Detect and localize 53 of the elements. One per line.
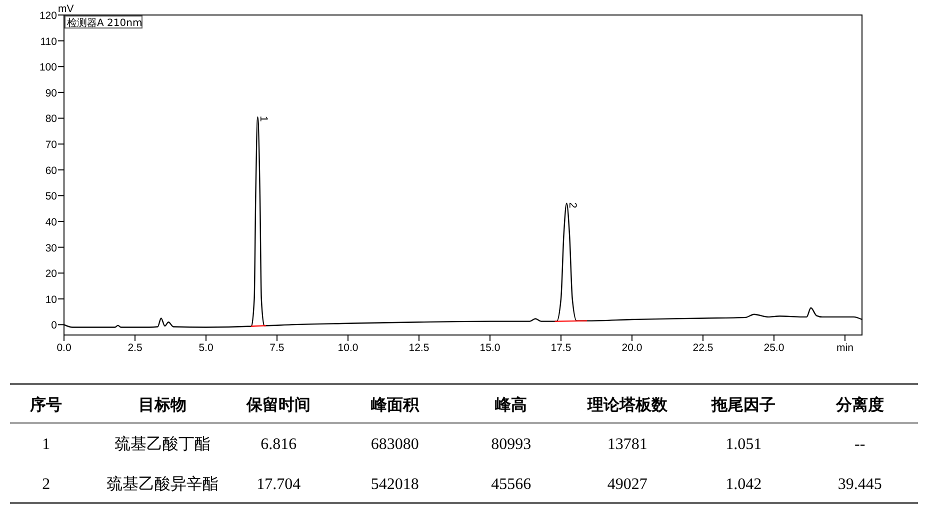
y-tick-label: 10 [45, 294, 58, 306]
text: 巯基乙酸异辛酯 [106, 476, 218, 493]
text: 49027 [607, 476, 648, 493]
text: 1 [42, 436, 50, 453]
x-tick-label: 25.0 [764, 342, 784, 354]
text: 1.051 [726, 436, 762, 453]
category-label: 序号 [29, 395, 62, 414]
category-label: 拖尾因子 [710, 395, 776, 414]
text: 80993 [491, 436, 532, 453]
text: 683080 [370, 436, 419, 453]
x-tick-label: 0.0 [56, 342, 72, 354]
category-label: 峰高 [495, 395, 528, 414]
y-tick-label: 80 [45, 113, 58, 126]
text: 542018 [370, 476, 419, 493]
y-tick-label: 70 [45, 139, 58, 152]
text: 2 [42, 476, 50, 493]
annotation: 2 [566, 202, 579, 208]
text: 6.816 [260, 436, 297, 453]
x-tick-label: 7.5 [270, 342, 284, 354]
y-tick-label: 20 [45, 268, 58, 280]
annotation: 检测器A 210nm [67, 17, 142, 29]
text: 17.704 [256, 476, 301, 493]
x-tick-label: 10.0 [338, 342, 358, 354]
x-tick-label: 20.0 [622, 342, 642, 354]
y-tick-label: 90 [45, 87, 58, 100]
y-tick-label: 60 [45, 164, 58, 177]
y-tick-label: 100 [39, 62, 58, 74]
category-label: 目标物 [138, 395, 186, 414]
text: 13781 [607, 436, 648, 453]
x-tick-label: 17.5 [550, 342, 572, 354]
text: -- [854, 436, 866, 453]
y-tick-label: 40 [45, 216, 58, 228]
x-tick-label: 15.0 [480, 342, 500, 354]
text: 45566 [491, 476, 532, 493]
x-tick-label: min [836, 342, 854, 354]
x-tick-label: 5.0 [198, 342, 214, 354]
text: 巯基乙酸丁酯 [114, 436, 210, 453]
x-tick-label: 12.5 [408, 342, 430, 354]
y-tick-label: 50 [45, 190, 58, 203]
category-label: 保留时间 [246, 395, 311, 414]
y-tick-label: 110 [40, 36, 58, 48]
y-tick-label: 0 [51, 320, 58, 332]
text: 1.042 [726, 476, 762, 493]
category-label: 理论塔板数 [586, 395, 668, 414]
y-tick-label: 30 [45, 242, 58, 254]
category-label: 峰面积 [370, 395, 420, 414]
annotation: 1 [258, 116, 270, 122]
category-label: 分离度 [834, 395, 884, 414]
text: 39.445 [838, 476, 882, 493]
y-tick-label: 120 [39, 10, 58, 22]
x-tick-label: 22.5 [692, 342, 714, 354]
x-tick-label: 2.5 [128, 342, 142, 354]
y-axis-title: mV [58, 3, 74, 15]
